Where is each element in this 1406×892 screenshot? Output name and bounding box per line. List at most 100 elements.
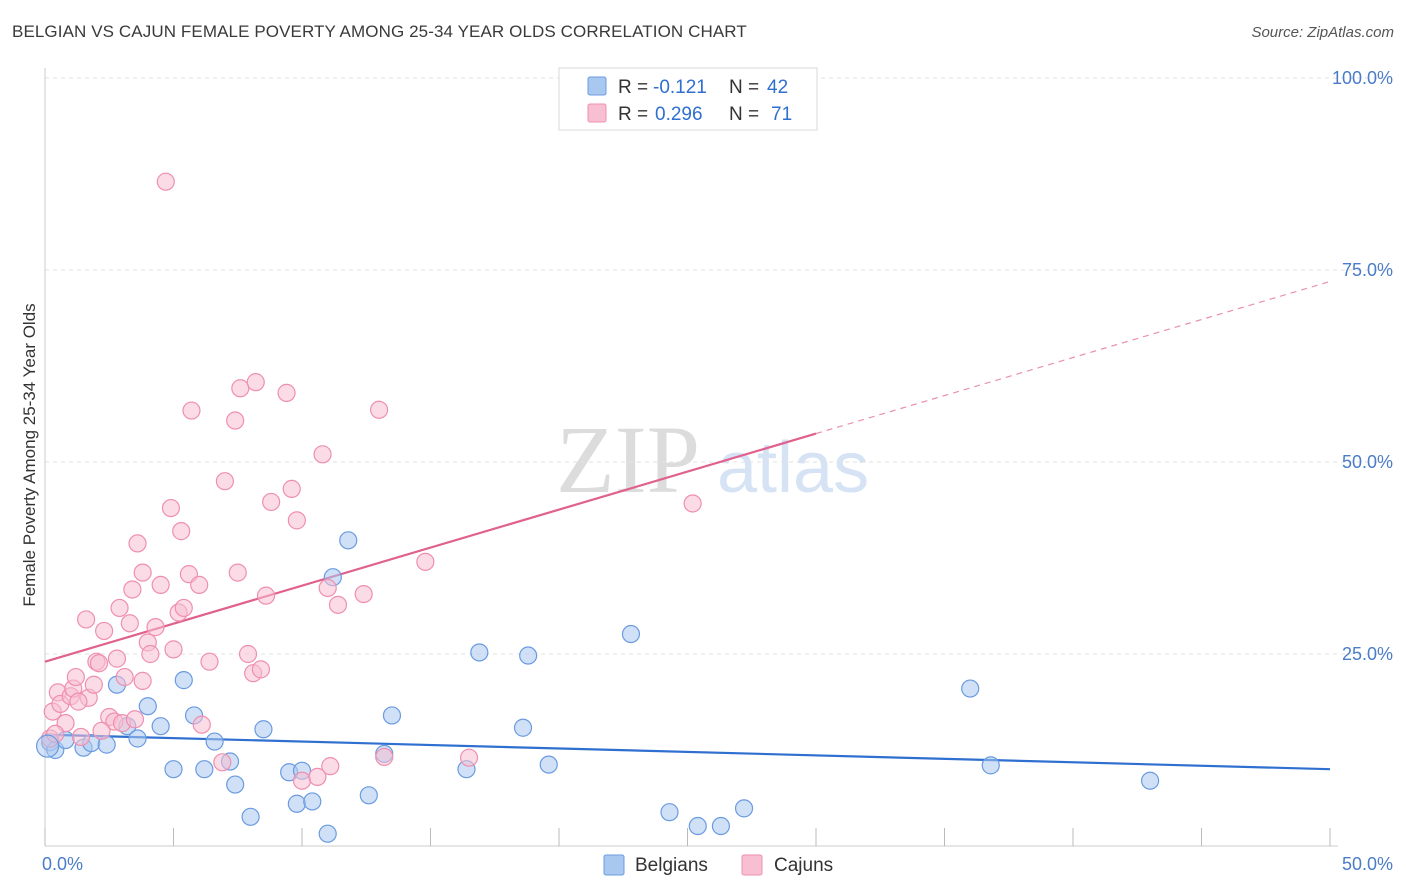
data-point [71, 727, 91, 747]
bottom-legend-swatch-cajuns [741, 854, 763, 876]
data-point [241, 807, 260, 826]
series-belgians [41, 531, 1160, 843]
trend-lines [44, 280, 1331, 771]
data-point [69, 692, 88, 711]
grid [45, 77, 1390, 655]
legend-swatch-belgians [587, 76, 607, 96]
data-point [228, 563, 247, 582]
data-point [277, 383, 296, 402]
legend-row-cajuns: R = 0.296 N = 71 [587, 103, 792, 125]
data-point [683, 494, 702, 513]
data-point [115, 667, 134, 687]
data-point [711, 816, 731, 836]
data-point [128, 729, 147, 748]
data-point [141, 644, 160, 664]
data-point [519, 646, 538, 665]
data-point [303, 792, 322, 811]
data-point [470, 643, 489, 662]
legend-n-value-cajuns: 71 [771, 104, 792, 125]
data-point [688, 816, 707, 836]
data-point [215, 472, 234, 491]
data-point [190, 575, 209, 594]
data-point [254, 720, 273, 739]
trend-line-belgians [44, 733, 1331, 771]
data-point [231, 379, 250, 398]
data-point [66, 667, 85, 687]
data-point [151, 717, 170, 736]
bottom-legend: Belgians Cajuns [603, 854, 833, 876]
data-point [238, 644, 258, 664]
data-point [734, 799, 754, 818]
data-point [313, 445, 332, 464]
data-point [174, 598, 193, 618]
data-point [282, 479, 301, 498]
data-point [195, 760, 214, 779]
data-point [246, 373, 265, 392]
data-point [292, 771, 312, 790]
legend-n-label-cajuns: N = [729, 104, 759, 125]
bottom-legend-swatch-belgians [603, 854, 625, 876]
data-point [213, 753, 232, 772]
legend: R = -0.121 N = 42 R = 0.296 N = 71 [558, 67, 818, 131]
data-point [84, 675, 103, 694]
y-tick-label: 100.0% [1332, 68, 1393, 88]
data-point [1140, 771, 1160, 790]
data-point [262, 492, 281, 512]
data-point [128, 534, 147, 553]
legend-n-value-belgians: 42 [767, 77, 788, 98]
data-point [156, 172, 175, 191]
data-point [981, 756, 1000, 775]
data-point [120, 614, 139, 633]
legend-r-label-belgians: R = [618, 77, 648, 98]
data-point [308, 767, 327, 786]
legend-row-belgians: R = -0.121 N = 42 [587, 76, 788, 98]
data-point [77, 610, 96, 629]
data-point [110, 598, 129, 618]
legend-r-value-cajuns: 0.296 [655, 104, 703, 125]
data-point [35, 734, 60, 758]
data-point [318, 578, 337, 598]
data-point [354, 584, 373, 604]
bottom-legend-label-cajuns: Cajuns [774, 855, 833, 876]
data-point [318, 824, 337, 843]
data-point [200, 652, 219, 671]
data-point [459, 748, 479, 767]
data-point [287, 511, 306, 530]
data-point [256, 586, 276, 605]
data-point [125, 710, 145, 729]
data-point [961, 679, 980, 698]
data-point [226, 411, 245, 430]
data-point [382, 706, 402, 725]
data-point [287, 794, 306, 813]
data-point [172, 522, 191, 541]
trend-line-cajuns-extension [815, 280, 1331, 435]
data-point [328, 595, 348, 614]
data-point [539, 755, 558, 774]
data-point [89, 654, 109, 673]
data-point [182, 401, 201, 420]
data-point [161, 498, 181, 518]
data-point [251, 660, 270, 679]
data-point [95, 621, 114, 641]
data-point [164, 760, 183, 779]
x-tick-label: 50.0% [1342, 854, 1393, 874]
data-point [621, 624, 641, 644]
data-point [192, 715, 211, 734]
data-point [133, 671, 152, 690]
x-tick-label: 0.0% [42, 854, 83, 874]
data-point [226, 775, 245, 794]
data-point [133, 563, 152, 582]
data-point [164, 640, 183, 659]
data-point [174, 671, 193, 690]
legend-swatch-cajuns [587, 103, 607, 123]
data-point [416, 552, 435, 571]
trend-line-cajuns [44, 432, 817, 663]
data-point [513, 718, 533, 737]
data-point [107, 649, 127, 668]
data-point [359, 786, 378, 805]
legend-r-value-belgians: -0.121 [653, 77, 707, 98]
legend-n-label-belgians: N = [729, 77, 759, 98]
y-axis-label: Female Poverty Among 25-34 Year Olds [20, 303, 39, 606]
chart-title: BELGIAN VS CAJUN FEMALE POVERTY AMONG 25… [12, 22, 747, 41]
y-tick-label: 25.0% [1342, 644, 1393, 664]
